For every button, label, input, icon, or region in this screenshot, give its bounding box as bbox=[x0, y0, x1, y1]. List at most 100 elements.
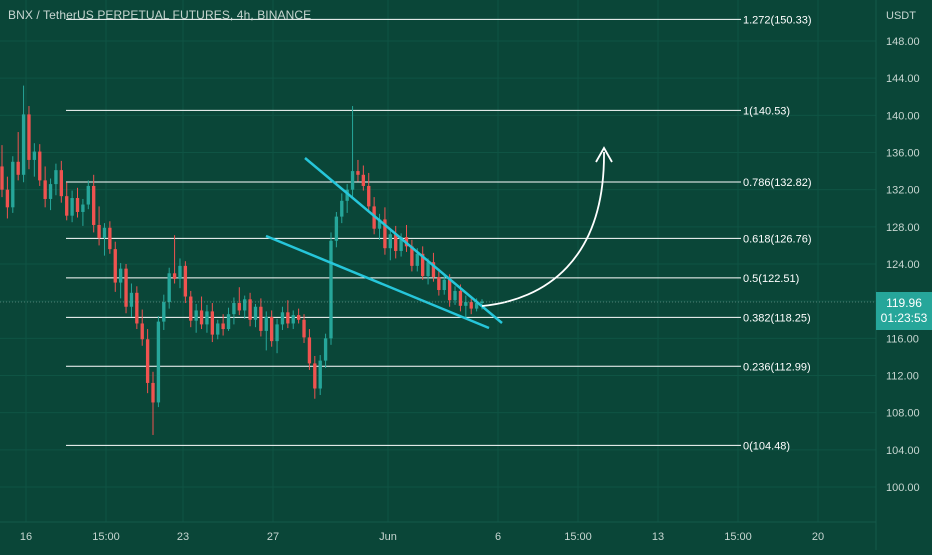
candle-body bbox=[453, 290, 457, 301]
y-tick-label: 136.00 bbox=[886, 148, 920, 160]
candle-body bbox=[16, 161, 20, 175]
time-axis[interactable]: 16 15:00 23 27 Jun 6 15:00 13 15:00 20 bbox=[20, 531, 824, 543]
candle-body bbox=[307, 337, 312, 364]
fib-retracement[interactable]: 1.272(150.33) 1(140.53) 0.786(132.82) 0.618… bbox=[66, 14, 812, 452]
fib-level-label: 0(104.48) bbox=[743, 440, 790, 452]
candle-body bbox=[296, 315, 301, 320]
candle-body bbox=[442, 279, 446, 291]
candle-body bbox=[5, 189, 10, 208]
wedge-upper-trendline[interactable] bbox=[304, 157, 503, 324]
candle-body bbox=[135, 292, 139, 324]
x-tick-label: 15:00 bbox=[92, 531, 120, 543]
fib-level-label: 1(140.53) bbox=[743, 105, 790, 117]
wedge-lower-trendline[interactable] bbox=[265, 234, 490, 330]
last-price-badge: 119.96 01:23:53 bbox=[876, 292, 932, 330]
candle-body bbox=[275, 324, 279, 342]
y-tick-label: 124.00 bbox=[886, 259, 920, 271]
x-tick-label: 15:00 bbox=[724, 531, 752, 543]
candle-body bbox=[388, 234, 392, 249]
candle-body bbox=[113, 249, 117, 283]
candle-body bbox=[172, 273, 177, 279]
price-axis[interactable]: 148.00 144.00 140.00 136.00 132.00 128.00 124.… bbox=[886, 36, 920, 494]
x-tick-label: 20 bbox=[812, 531, 824, 543]
candle-body bbox=[43, 180, 47, 199]
candle-body bbox=[21, 114, 26, 175]
y-tick-label: 104.00 bbox=[886, 445, 920, 457]
candle-body bbox=[367, 185, 371, 207]
candle-body bbox=[124, 268, 128, 307]
y-tick-label: 148.00 bbox=[886, 36, 920, 48]
candle-body bbox=[426, 262, 430, 277]
candle-body bbox=[318, 360, 322, 389]
candle-body bbox=[340, 200, 344, 217]
currency-unit: USDT bbox=[886, 10, 916, 22]
y-tick-label: 108.00 bbox=[886, 408, 920, 420]
symbol-title[interactable]: BNX / TetherUS PERPETUAL FUTURES, 4h, BI… bbox=[8, 8, 312, 22]
candle-body bbox=[350, 171, 355, 190]
candle-body bbox=[437, 277, 441, 291]
last-price-value: 119.96 bbox=[886, 296, 922, 310]
candle-body bbox=[129, 292, 134, 307]
candle-body bbox=[464, 302, 468, 306]
drawings[interactable] bbox=[265, 146, 613, 330]
candle-body bbox=[253, 306, 258, 320]
bar-countdown: 01:23:53 bbox=[880, 311, 928, 325]
projection-arrow[interactable] bbox=[481, 151, 605, 307]
candle-body bbox=[199, 310, 204, 325]
candle-body bbox=[86, 185, 90, 205]
fib-level-label: 0.5(122.51) bbox=[743, 273, 799, 285]
candle-body bbox=[167, 273, 171, 303]
candle-body bbox=[108, 227, 112, 250]
y-tick-label: 116.00 bbox=[886, 333, 919, 345]
candle-body bbox=[145, 339, 150, 383]
candle-body bbox=[431, 262, 436, 278]
candle-body bbox=[216, 323, 220, 335]
candles bbox=[0, 85, 484, 435]
candle-body bbox=[75, 198, 80, 212]
candle-body bbox=[447, 279, 452, 301]
x-tick-label: 16 bbox=[20, 531, 32, 543]
candle-body bbox=[151, 382, 155, 403]
fib-level-label: 0.236(112.99) bbox=[743, 361, 811, 373]
candle-body bbox=[183, 265, 188, 297]
candle-body bbox=[221, 323, 225, 330]
candle-body bbox=[329, 240, 333, 339]
candle-body bbox=[70, 198, 74, 216]
candle-body bbox=[377, 219, 382, 229]
y-tick-label: 128.00 bbox=[886, 222, 920, 234]
candle-body bbox=[237, 303, 241, 311]
candle-body bbox=[372, 206, 376, 229]
candle-body bbox=[269, 316, 274, 342]
candle-body bbox=[291, 315, 295, 324]
candle-body bbox=[302, 319, 306, 338]
candle-body bbox=[232, 303, 236, 315]
candle-body bbox=[162, 302, 166, 322]
candle-body bbox=[38, 151, 42, 181]
candle-body bbox=[399, 237, 403, 251]
candle-body bbox=[345, 189, 349, 201]
candle-body bbox=[92, 185, 96, 225]
candle-body bbox=[410, 246, 414, 266]
arrow-head bbox=[595, 146, 613, 163]
candle-body bbox=[11, 161, 15, 208]
fib-level-label: 0.786(132.82) bbox=[743, 177, 812, 189]
candle-body bbox=[102, 227, 107, 238]
candle-body bbox=[480, 301, 484, 304]
x-tick-label: 6 bbox=[495, 531, 501, 543]
candle-body bbox=[259, 306, 263, 331]
candle-body bbox=[118, 268, 123, 283]
candle-body bbox=[286, 312, 290, 324]
x-tick-label: 15:00 bbox=[564, 531, 592, 543]
candle-body bbox=[189, 296, 193, 321]
candle-body bbox=[474, 303, 479, 309]
candle-body bbox=[356, 171, 360, 175]
candle-body bbox=[361, 174, 366, 186]
x-tick-label: Jun bbox=[379, 531, 397, 543]
candle-body bbox=[0, 166, 4, 190]
candle-body bbox=[264, 316, 268, 331]
candle-body bbox=[323, 338, 328, 361]
y-tick-label: 100.00 bbox=[886, 482, 920, 494]
candle-body bbox=[65, 196, 69, 216]
